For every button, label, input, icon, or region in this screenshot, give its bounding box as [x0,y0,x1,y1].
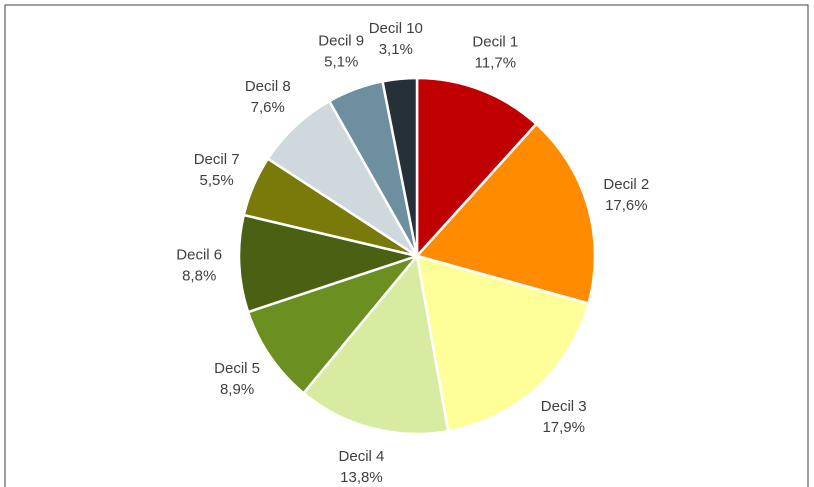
slice-label: Decil 1 [472,34,518,51]
pie-slice [237,213,422,314]
slice-value-label: 5,5% [200,172,234,189]
slice-value-label: 7,6% [251,99,285,116]
slice-value-label: 8,9% [220,381,254,398]
slice-value-label: 17,6% [605,197,648,214]
chart-frame [4,4,809,487]
slice-label: Decil 4 [339,448,385,465]
slice-label: Decil 2 [603,176,649,193]
pie-slice [246,253,421,395]
slice-label: Decil 3 [541,398,587,415]
slice-label: Decil 5 [214,360,260,377]
pie-slice [415,254,591,433]
slice-value-label: 5,1% [324,54,358,71]
slice-value-label: 17,9% [542,419,585,436]
slice-label: Decil 6 [176,247,222,264]
pie-slice [414,122,597,306]
slice-label: Decil 9 [318,33,364,50]
slice-label: Decil 7 [194,151,240,168]
slice-label: Decil 8 [245,78,291,95]
slice-value-label: 13,8% [340,469,383,486]
slice-value-label: 3,1% [379,41,413,58]
pie-slice [381,76,419,257]
slice-value-label: 11,7% [475,55,516,72]
pie-slice [301,253,450,436]
slice-value-label: 8,8% [182,268,216,285]
pie-slice [415,76,539,260]
slice-label: Decil 10 [369,20,423,37]
